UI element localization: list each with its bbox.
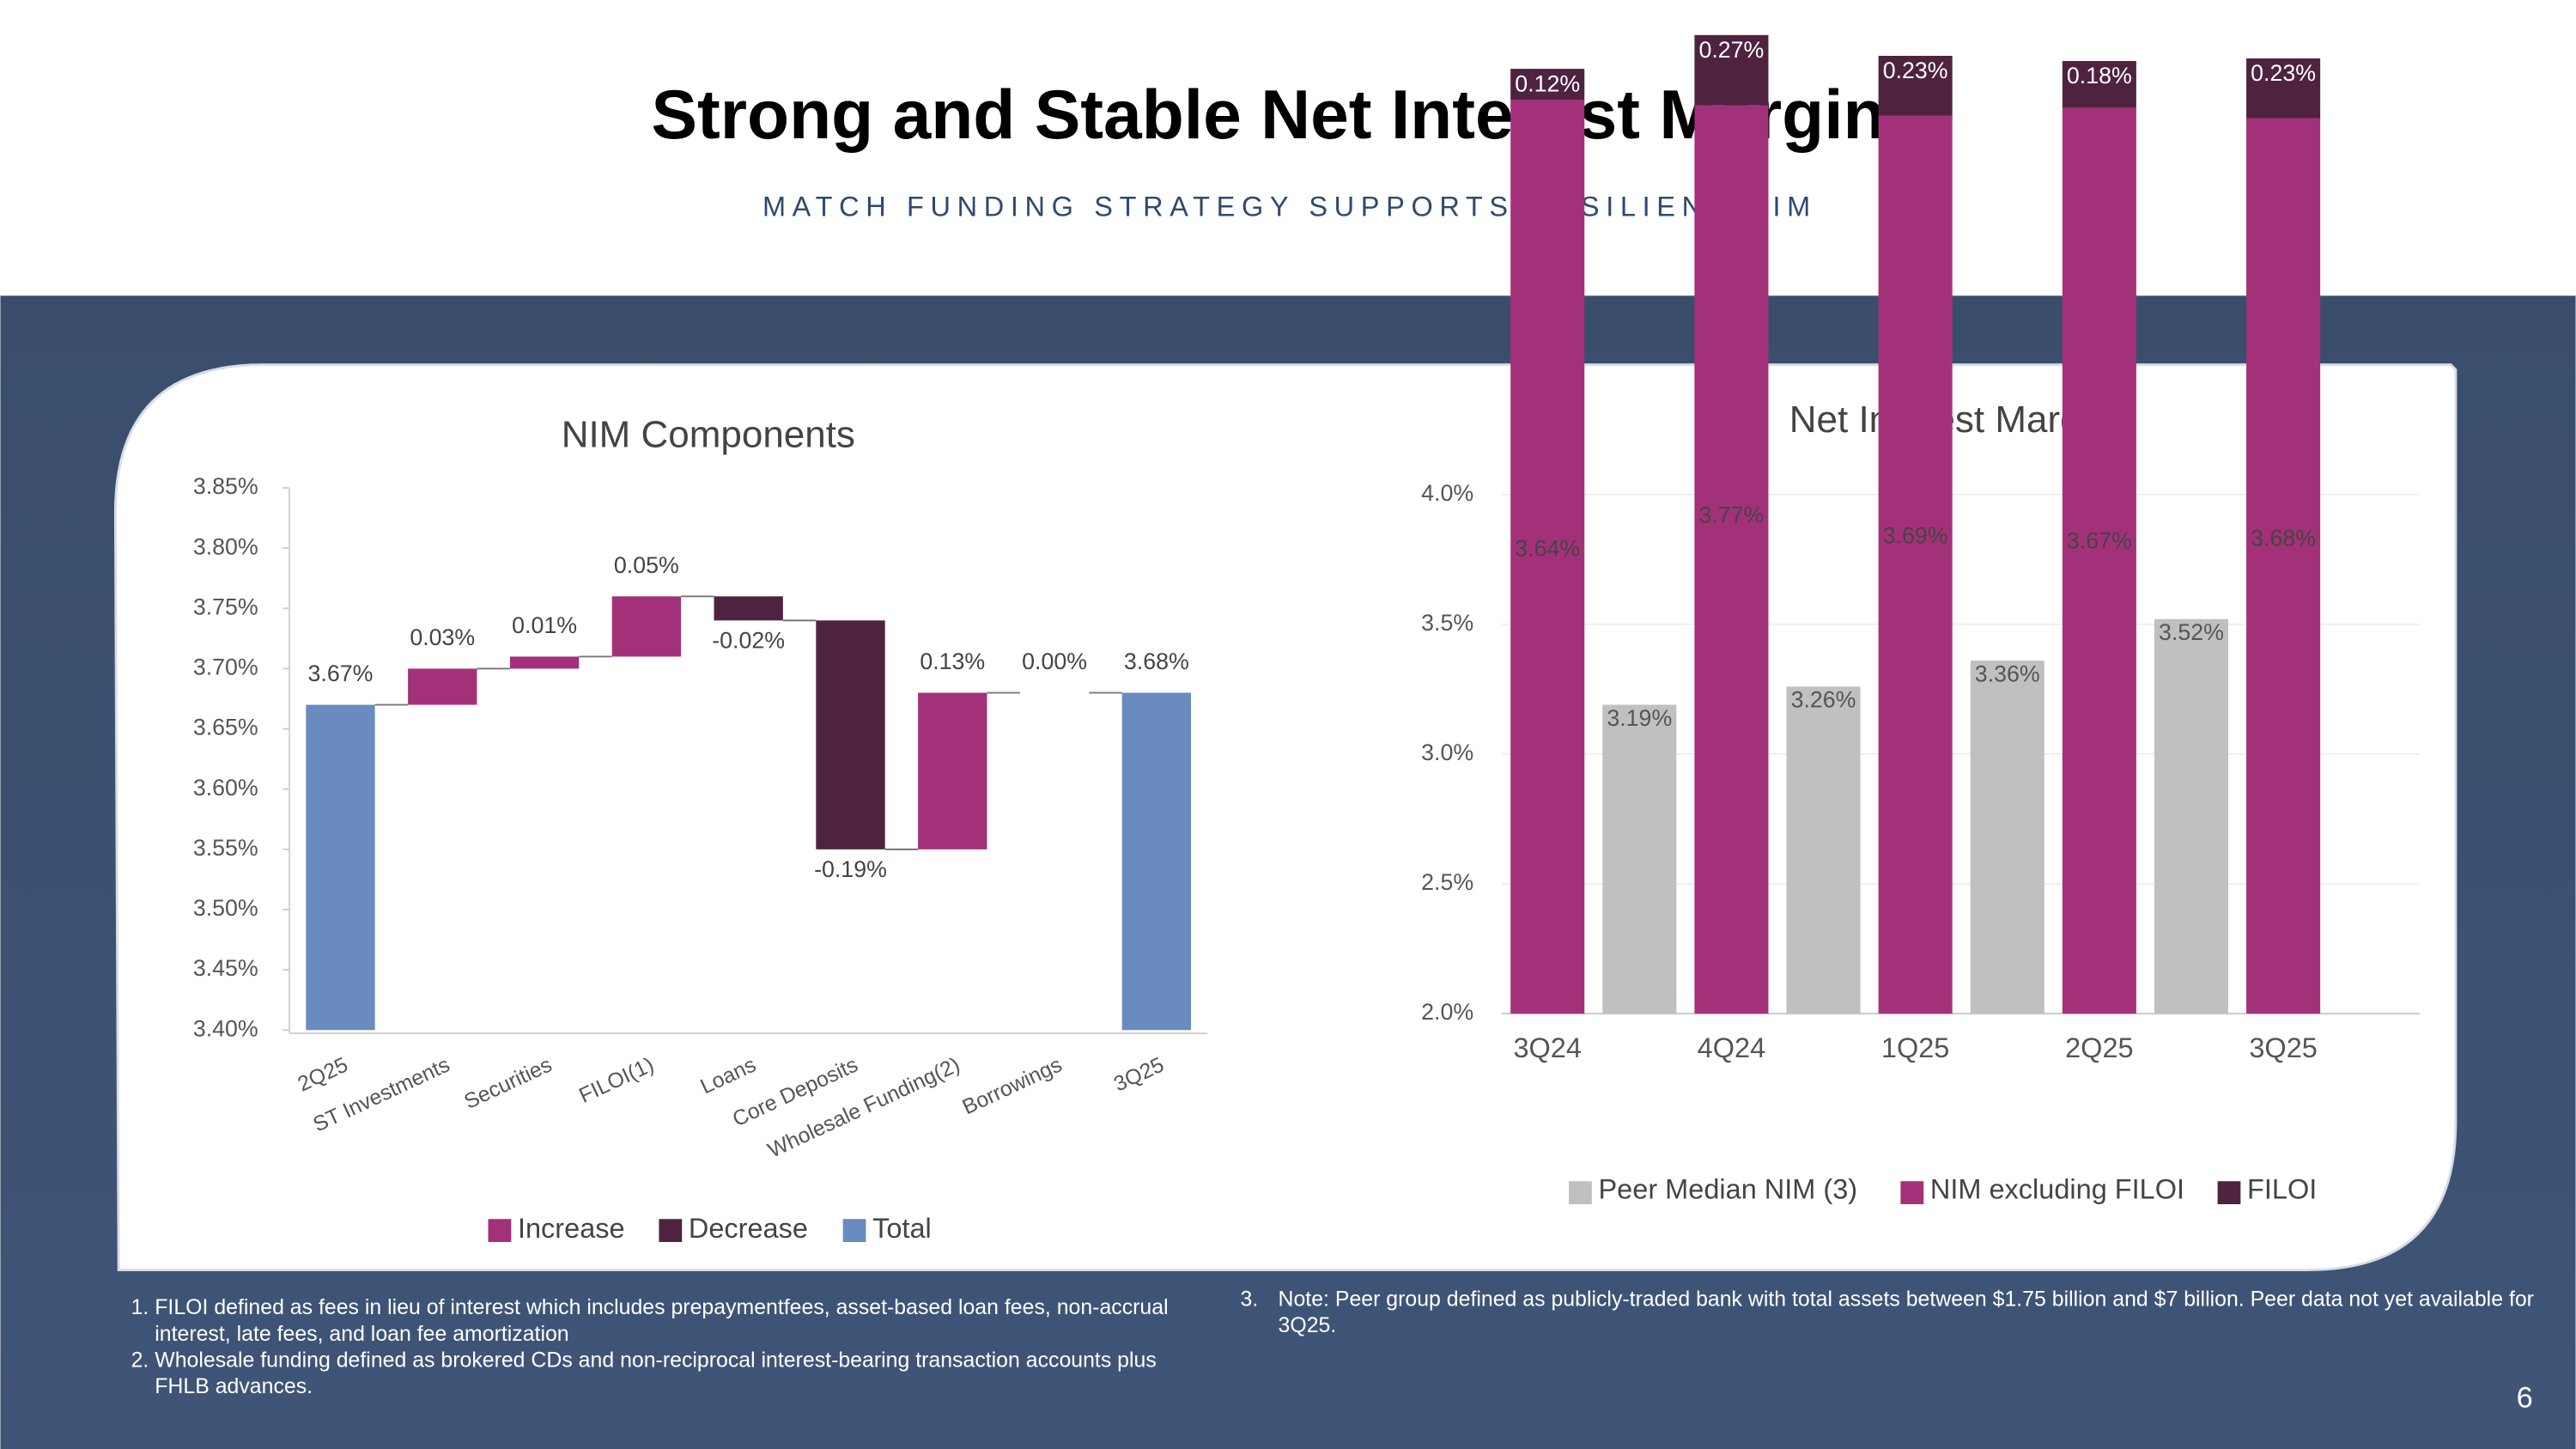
legend-label: Decrease <box>689 1213 808 1244</box>
value-label: 0.01% <box>512 612 577 638</box>
y-tick-label: 3.55% <box>193 835 258 861</box>
peer-bar <box>2154 618 2229 1014</box>
value-label: 3.68% <box>1124 648 1189 674</box>
y-tick-label: 2.5% <box>1421 869 1473 895</box>
legend-label: Total <box>872 1213 932 1244</box>
peer-bar <box>1602 704 1677 1014</box>
y-tick-label: 3.45% <box>193 955 258 981</box>
legend-label: Peer Median NIM (3) <box>1599 1173 1858 1204</box>
value-label: 0.27% <box>1698 37 1764 63</box>
y-tick-label: 4.0% <box>1421 480 1473 506</box>
total-label: 3.68% <box>2251 526 2316 551</box>
footnote-text: Note: Peer group defined as publicly-tra… <box>1278 1286 2534 1337</box>
legend-label: Increase <box>518 1213 625 1244</box>
value-label: 3.19% <box>1607 705 1672 731</box>
bar-segment <box>2062 61 2136 108</box>
x-tick-label: 2Q25 <box>2065 1032 2134 1063</box>
bar-segment <box>2062 107 2136 1014</box>
value-label: 0.23% <box>1883 58 1948 83</box>
footnote-list: FILOI defined as fees in lieu of interes… <box>122 1294 1206 1399</box>
value-label: -0.02% <box>712 627 785 653</box>
y-tick-label: 3.0% <box>1421 740 1473 765</box>
slide-subtitle: MATCH FUNDING STRATEGY SUPPORTS RESILIEN… <box>762 192 1817 222</box>
y-tick-label: 3.70% <box>193 654 258 680</box>
value-label: 0.00% <box>1022 648 1087 674</box>
y-tick-label: 3.80% <box>193 533 258 559</box>
footnote-right: 3. Note: Peer group defined as publicly-… <box>1241 1287 2555 1339</box>
bar-segment <box>1878 55 1953 116</box>
value-label: 0.03% <box>410 624 475 650</box>
bar-segment <box>1878 115 1953 1014</box>
legend-swatch <box>1900 1181 1924 1205</box>
bar <box>306 704 375 1031</box>
total-label: 3.67% <box>2067 528 2132 554</box>
footnotes-left: FILOI defined as fees in lieu of interes… <box>122 1294 1206 1409</box>
page-number: 6 <box>2517 1382 2533 1415</box>
y-tick-label: 3.60% <box>193 775 258 801</box>
legend-label: NIM excluding FILOI <box>1930 1173 2184 1204</box>
value-label: 0.18% <box>2067 63 2132 88</box>
x-tick-label: 3Q25 <box>2249 1032 2318 1063</box>
card <box>113 363 2458 1271</box>
x-tick-label: 1Q25 <box>1881 1032 1950 1063</box>
total-label: 3.77% <box>1698 502 1764 527</box>
bar-segment <box>2246 118 2321 1014</box>
peer-bar <box>1970 661 2044 1014</box>
nim-chart: 2.0% 2.5% 3.0% 3.5% 4.0% 3Q24 3.19% 0.12% 3.64% 4… <box>1421 34 2420 1205</box>
footnote: FILOI defined as fees in lieu of interes… <box>155 1294 1206 1347</box>
value-label: 0.13% <box>920 648 985 674</box>
peer-bar <box>1786 686 1861 1014</box>
slide-title: Strong and Stable Net Interest Margin <box>651 76 1885 154</box>
legend-swatch <box>1569 1181 1592 1205</box>
x-tick-label: 4Q24 <box>1698 1032 1766 1063</box>
footnote-block: FILOI defined as fees in lieu of interes… <box>122 1294 1206 1399</box>
footnote-number: 3. <box>1240 1286 1259 1312</box>
legend-swatch <box>488 1219 512 1242</box>
bar <box>918 692 987 849</box>
legend-swatch <box>842 1219 866 1242</box>
value-label: 3.26% <box>1791 687 1856 713</box>
value-label: 3.67% <box>308 661 374 686</box>
bar-segment <box>2246 58 2321 119</box>
legend-swatch <box>659 1219 683 1242</box>
value-label: -0.19% <box>814 856 887 882</box>
bar <box>714 596 783 621</box>
y-tick-label: 3.65% <box>193 715 258 740</box>
footnote-block: 3. Note: Peer group defined as publicly-… <box>1241 1287 2555 1339</box>
y-tick-label: 3.75% <box>193 594 258 619</box>
y-tick-label: 3.50% <box>193 895 258 921</box>
value-label: 0.23% <box>2251 60 2316 86</box>
bar-segment <box>1694 105 1769 1014</box>
value-label: 3.52% <box>2159 619 2224 645</box>
footnote: Wholesale funding defined as brokered CD… <box>155 1347 1206 1399</box>
bar <box>611 596 682 657</box>
bar-segment <box>1694 34 1769 106</box>
legend-label: FILOI <box>2247 1173 2317 1204</box>
total-label: 3.64% <box>1515 536 1580 562</box>
bar <box>509 656 580 669</box>
total-label: 3.69% <box>1883 522 1948 548</box>
x-tick-label: 3Q24 <box>1513 1032 1582 1063</box>
chart-title: NIM Components <box>562 413 855 455</box>
bar <box>408 668 477 705</box>
header-bg <box>0 0 2576 296</box>
bar <box>1121 692 1192 1031</box>
value-label: 0.12% <box>1515 70 1580 96</box>
y-tick-label: 2.0% <box>1421 999 1473 1025</box>
y-tick-label: 3.85% <box>193 473 258 499</box>
y-tick-label: 3.40% <box>193 1015 258 1041</box>
bar-segment <box>1510 69 1585 100</box>
bar-segment <box>1510 100 1585 1014</box>
y-tick-label: 3.5% <box>1421 610 1473 636</box>
value-label: 3.36% <box>1975 661 2040 686</box>
bar <box>816 620 885 849</box>
legend-swatch <box>2217 1181 2241 1205</box>
value-label: 0.05% <box>614 552 679 578</box>
